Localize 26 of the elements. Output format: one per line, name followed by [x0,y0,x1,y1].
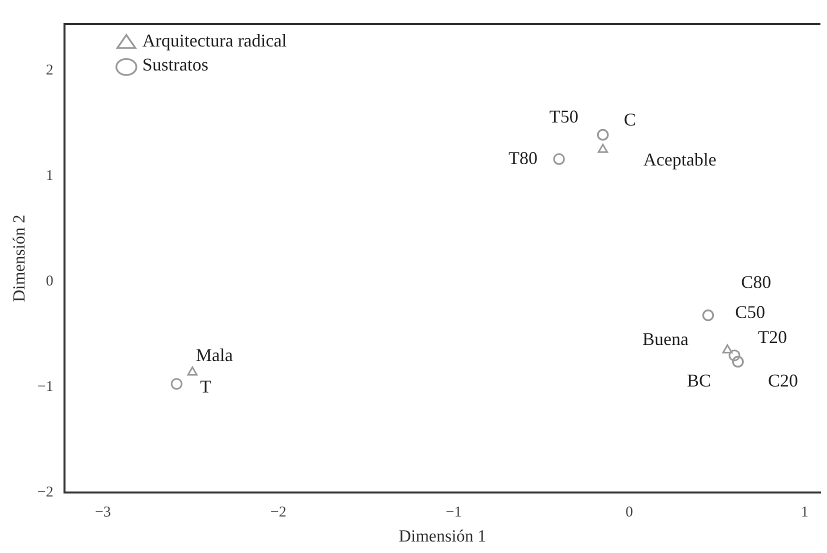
annotation: T50 [549,106,578,127]
legend-label: Sustratos [142,54,208,75]
annotation: Aceptable [643,149,716,170]
y-tick-label: 2 [46,62,54,78]
x-tick-label: −1 [446,504,462,521]
annotation: C [624,110,636,130]
annotation: T [200,376,212,397]
legend-label: Arquitectura radical [142,30,287,51]
annotation: T20 [758,327,787,348]
annotation: BC [686,370,711,390]
y-axis-title: Dimensión 2 [10,214,29,302]
x-axis-title: Dimensión 1 [398,526,486,546]
annotation: Mala [196,345,233,366]
annotation: Buena [642,328,688,349]
x-tick-label: 0 [625,504,633,521]
x-tick-label: −2 [270,504,286,521]
x-tick-label: 1 [800,504,808,521]
y-tick-label: −2 [37,484,54,501]
annotation: C50 [735,302,766,322]
x-tick-label: −3 [94,504,111,521]
annotation: C20 [768,370,798,390]
annotation: T80 [508,148,538,168]
y-tick-label: −1 [37,378,54,395]
y-tick-label: 0 [46,273,54,290]
annotation: C80 [741,272,772,292]
y-tick-label: 1 [46,168,54,184]
